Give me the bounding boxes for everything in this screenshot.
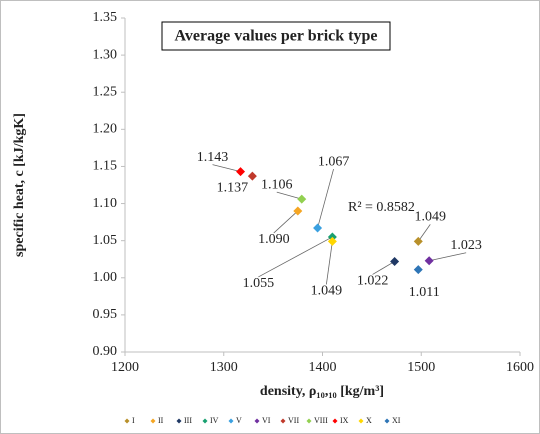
data-label: 1.106: [261, 177, 293, 192]
leader-line: [212, 164, 241, 173]
point: [424, 256, 434, 266]
legend-label: X: [366, 416, 372, 425]
y-tick-label: 1.10: [93, 196, 118, 211]
legend-marker: [150, 418, 156, 424]
x-tick-label: 1600: [506, 360, 534, 375]
legend-marker: [358, 418, 364, 424]
legend-marker: [306, 418, 312, 424]
y-tick-label: 1.00: [93, 270, 118, 285]
x-tick-label: 1500: [407, 360, 435, 375]
data-label: 1.049: [415, 210, 447, 225]
point: [236, 167, 246, 177]
leader-line: [258, 236, 333, 278]
legend-label: XI: [392, 416, 401, 425]
legend-label: V: [236, 416, 242, 425]
y-tick-label: 0.90: [93, 344, 118, 359]
point: [313, 223, 323, 233]
annotation: R² = 0.8582: [348, 200, 415, 215]
point: [327, 236, 337, 246]
point: [413, 265, 423, 275]
leader-line: [429, 252, 467, 262]
data-label: 1.049: [311, 284, 343, 299]
point: [390, 256, 400, 266]
y-tick-label: 1.20: [93, 122, 118, 137]
data-label: 1.055: [243, 276, 275, 291]
title-box: [161, 21, 391, 51]
data-label: 1.090: [258, 232, 290, 247]
data-label: 1.022: [357, 274, 389, 289]
chart-title: Average values per brick type: [175, 28, 378, 45]
leader-line: [417, 224, 431, 242]
data-label: 1.067: [318, 154, 350, 169]
legend-label: VIII: [314, 416, 328, 425]
y-tick-label: 1.35: [93, 10, 118, 25]
x-tick-label: 1300: [210, 360, 238, 375]
y-tick-label: 1.15: [93, 159, 118, 174]
legend-marker: [176, 418, 182, 424]
leader-line: [276, 191, 302, 200]
legend-marker: [228, 418, 234, 424]
legend-marker: [124, 418, 130, 424]
y-tick-label: 1.05: [93, 233, 118, 248]
legend-marker: [202, 418, 208, 424]
legend-marker: [332, 418, 338, 424]
point: [297, 194, 307, 204]
y-tick-label: 1.30: [93, 47, 118, 62]
data-label: 1.137: [217, 180, 249, 195]
data-label: 1.011: [409, 285, 440, 300]
legend-label: IX: [340, 416, 349, 425]
leader-line: [372, 261, 395, 275]
data-label: 1.023: [450, 238, 482, 253]
leader-line: [325, 241, 333, 285]
point: [413, 236, 423, 246]
legend-label: VI: [262, 416, 271, 425]
leader-line: [273, 210, 299, 234]
legend-label: IV: [210, 416, 219, 425]
legend-marker: [254, 418, 260, 424]
legend-marker: [384, 418, 390, 424]
legend-label: I: [132, 416, 135, 425]
point: [293, 206, 303, 216]
legend-label: III: [184, 416, 192, 425]
legend-label: II: [158, 416, 164, 425]
legend-label: VII: [288, 416, 299, 425]
x-tick-label: 1200: [111, 360, 139, 375]
y-tick-label: 0.95: [93, 307, 118, 322]
leader-line: [317, 168, 334, 229]
point: [247, 171, 257, 181]
y-axis-label: specific heat, c [kJ/kgK]: [12, 113, 27, 257]
legend-marker: [280, 418, 286, 424]
y-tick-label: 1.25: [93, 84, 118, 99]
x-tick-label: 1400: [309, 360, 337, 375]
data-label: 1.143: [197, 150, 229, 165]
x-axis-label: density, ρ₁₀,₁₀ [kg/m³]: [260, 384, 384, 399]
